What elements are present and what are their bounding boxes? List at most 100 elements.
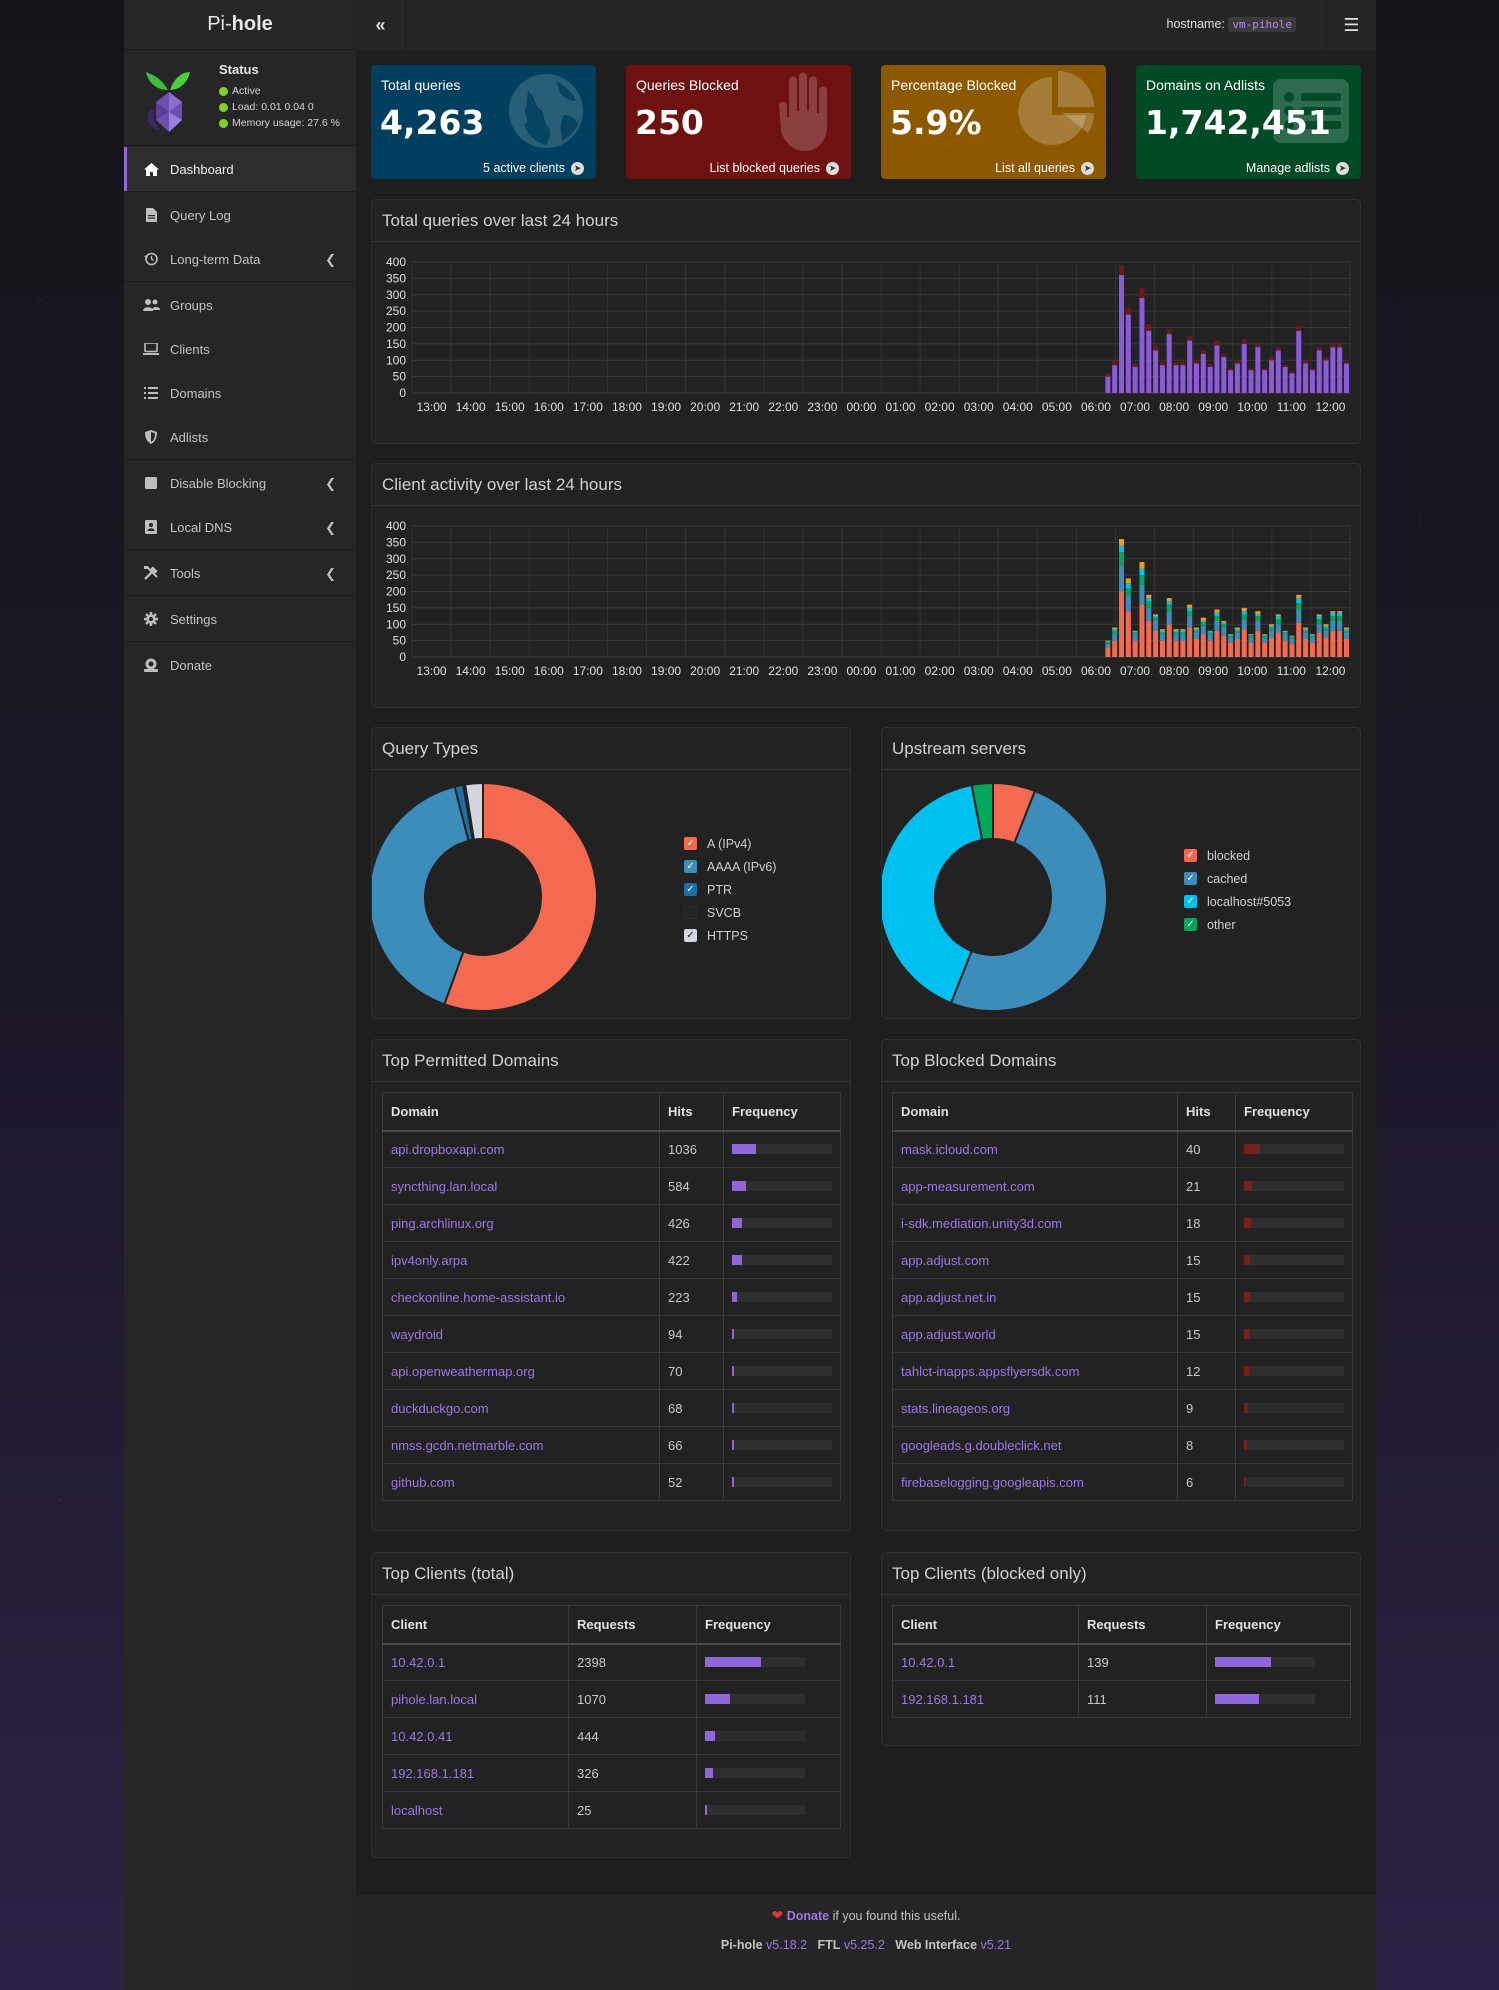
row-link[interactable]: nmss.gcdn.netmarble.com — [391, 1437, 544, 1453]
row-link[interactable]: localhost — [391, 1802, 443, 1818]
bar-blocked[interactable] — [1337, 343, 1343, 348]
bar-10.42.0.41[interactable] — [1343, 630, 1349, 633]
row-link[interactable]: 10.42.0.1 — [901, 1654, 956, 1670]
bar-blocked[interactable] — [1330, 343, 1336, 348]
bar-pihole.lan.local[interactable] — [1180, 634, 1186, 641]
bar-localhost[interactable] — [1187, 604, 1193, 608]
bar-localhost[interactable] — [1159, 629, 1165, 631]
slice-HTTPS[interactable] — [464, 781, 484, 841]
bar-192.168.1.181[interactable] — [1330, 612, 1336, 617]
nav-tools[interactable]: Tools ❮ — [124, 551, 356, 595]
bar-10.42.0.41[interactable] — [1248, 635, 1254, 638]
bar-permitted[interactable] — [1139, 298, 1145, 393]
nav-groups[interactable]: Groups — [124, 283, 356, 327]
bar-permitted[interactable] — [1153, 350, 1159, 393]
bar-10.42.0.41[interactable] — [1289, 637, 1295, 639]
bar-permitted[interactable] — [1118, 275, 1125, 393]
row-link[interactable]: 10.42.0.1 — [391, 1654, 446, 1670]
bar-blocked[interactable] — [1309, 368, 1315, 371]
bar-localhost[interactable] — [1166, 598, 1172, 602]
bar-10.42.0.41[interactable] — [1296, 602, 1302, 610]
bar-10.42.0.41[interactable] — [1187, 611, 1193, 617]
bar-10.42.0.1[interactable] — [1337, 630, 1343, 657]
bar-10.42.0.1[interactable] — [1296, 622, 1302, 657]
bar-pihole.lan.local[interactable] — [1289, 638, 1295, 644]
bar-192.168.1.181[interactable] — [1262, 634, 1268, 636]
row-link[interactable]: api.dropboxapi.com — [391, 1141, 505, 1157]
legend-item[interactable]: ✓ cached — [1184, 867, 1291, 890]
bar-pihole.lan.local[interactable] — [1153, 620, 1159, 631]
bar-192.168.1.181[interactable] — [1132, 631, 1138, 633]
bar-permitted[interactable] — [1159, 365, 1165, 393]
bar-pihole.lan.local[interactable] — [1132, 634, 1138, 641]
bar-localhost[interactable] — [1316, 614, 1322, 617]
bar-blocked[interactable] — [1132, 363, 1138, 367]
bar-10.42.0.41[interactable] — [1275, 619, 1281, 625]
bar-192.168.1.181[interactable] — [1112, 629, 1118, 631]
bar-permitted[interactable] — [1132, 366, 1138, 393]
bar-permitted[interactable] — [1193, 363, 1200, 393]
bar-192.168.1.181[interactable] — [1193, 629, 1200, 631]
bar-10.42.0.1[interactable] — [1268, 637, 1275, 657]
bar-10.42.0.1[interactable] — [1125, 611, 1131, 657]
bar-10.42.0.41[interactable] — [1207, 632, 1213, 635]
bar-permitted[interactable] — [1248, 370, 1254, 393]
bar-192.168.1.181[interactable] — [1337, 612, 1343, 617]
bar-10.42.0.1[interactable] — [1262, 642, 1268, 657]
bar-permitted[interactable] — [1166, 334, 1172, 393]
row-link[interactable]: ipv4only.arpa — [391, 1252, 468, 1268]
pihole-version-link[interactable]: v5.18.2 — [766, 1938, 808, 1952]
bar-192.168.1.181[interactable] — [1255, 614, 1261, 617]
bar-localhost[interactable] — [1118, 539, 1125, 546]
bar-10.42.0.1[interactable] — [1282, 640, 1288, 657]
bar-blocked[interactable] — [1289, 371, 1295, 374]
bar-10.42.0.1[interactable] — [1303, 638, 1309, 657]
bar-permitted[interactable] — [1289, 373, 1295, 393]
bar-10.42.0.41[interactable] — [1173, 632, 1179, 635]
bar-10.42.0.41[interactable] — [1118, 552, 1125, 566]
sidebar-toggle-button[interactable]: « — [356, 0, 406, 50]
bar-pihole.lan.local[interactable] — [1125, 594, 1131, 612]
bar-blocked[interactable] — [1343, 361, 1349, 364]
bar-10.42.0.1[interactable] — [1255, 630, 1261, 657]
bar-192.168.1.181[interactable] — [1228, 634, 1234, 636]
bar-blocked[interactable] — [1268, 356, 1275, 361]
row-link[interactable]: 10.42.0.41 — [391, 1728, 453, 1744]
bar-blocked[interactable] — [1112, 360, 1118, 366]
bar-blocked[interactable] — [1153, 345, 1159, 351]
bar-blocked[interactable] — [1187, 335, 1193, 341]
bar-pihole.lan.local[interactable] — [1146, 607, 1152, 621]
bar-192.168.1.181[interactable] — [1234, 629, 1240, 631]
bar-permitted[interactable] — [1330, 347, 1336, 393]
bar-blocked[interactable] — [1105, 373, 1111, 377]
bar-10.42.0.41[interactable] — [1112, 630, 1118, 635]
tile-footer-link[interactable]: List blocked queries ➤ — [710, 161, 839, 175]
bar-10.42.0.1[interactable] — [1228, 642, 1234, 657]
bar-10.42.0.41[interactable] — [1139, 575, 1145, 585]
column-header[interactable]: Frequency — [1235, 1092, 1353, 1132]
bar-pihole.lan.local[interactable] — [1309, 637, 1315, 643]
bar-192.168.1.181[interactable] — [1343, 629, 1349, 631]
bar-permitted[interactable] — [1125, 314, 1131, 393]
bar-192.168.1.181[interactable] — [1275, 616, 1281, 620]
bar-localhost[interactable] — [1248, 634, 1254, 635]
bar-10.42.0.41[interactable] — [1221, 624, 1227, 628]
bar-localhost[interactable] — [1193, 627, 1200, 630]
bar-blocked[interactable] — [1262, 368, 1268, 371]
bar-10.42.0.1[interactable] — [1316, 632, 1322, 657]
bar-10.42.0.1[interactable] — [1241, 629, 1247, 657]
bar-10.42.0.1[interactable] — [1275, 632, 1281, 657]
legend-item[interactable]: ✓ AAAA (IPv6) — [684, 855, 776, 878]
bar-10.42.0.1[interactable] — [1193, 638, 1200, 657]
bar-permitted[interactable] — [1146, 330, 1152, 393]
bar-pihole.lan.local[interactable] — [1337, 620, 1343, 631]
bar-10.42.0.1[interactable] — [1330, 630, 1336, 657]
upstream-servers-donut[interactable] — [882, 774, 1122, 1014]
bar-localhost[interactable] — [1234, 627, 1240, 630]
bar-pihole.lan.local[interactable] — [1193, 632, 1200, 639]
bar-localhost[interactable] — [1282, 630, 1288, 632]
bar-blocked[interactable] — [1200, 350, 1206, 354]
bar-localhost[interactable] — [1228, 634, 1234, 635]
bar-10.42.0.1[interactable] — [1200, 634, 1206, 657]
bar-10.42.0.1[interactable] — [1180, 640, 1186, 657]
